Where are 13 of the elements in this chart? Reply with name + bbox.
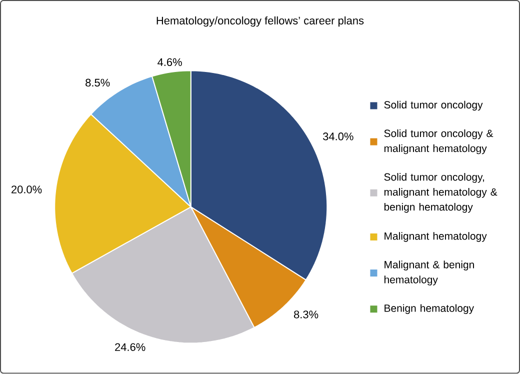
legend-label: Benign hematology <box>384 304 474 314</box>
legend-label: Solid tumor oncology & malignant hematology <box>384 130 494 154</box>
data-label: 34.0% <box>323 132 354 140</box>
data-label: 4.6% <box>158 58 182 66</box>
data-label: 8.3% <box>294 310 318 319</box>
chart-title: Hematology/oncology fellows’ career plans <box>156 16 364 27</box>
legend-label: Solid tumor oncology, malignant hematology & benign hematology <box>384 173 498 213</box>
data-label: 20.0% <box>12 186 42 194</box>
legend-label: Malignant hematology <box>384 232 487 242</box>
data-label: 8.5% <box>86 78 110 87</box>
data-label: 24.6% <box>115 343 146 352</box>
legend-label: Malignant & benign hematology <box>384 260 474 286</box>
legend-label: Solid tumor oncology <box>384 100 483 111</box>
